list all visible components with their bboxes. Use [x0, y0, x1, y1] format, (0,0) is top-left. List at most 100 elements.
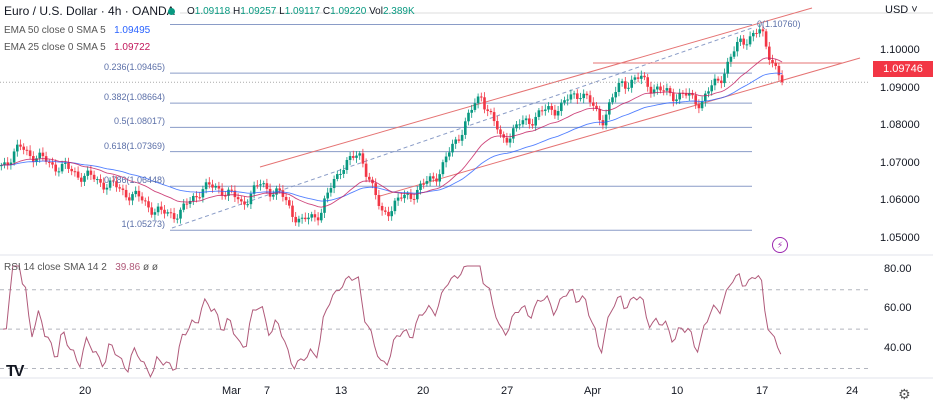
candle-body [137, 190, 141, 197]
candle-body [611, 97, 614, 103]
candle-body [652, 89, 656, 94]
candle-body [313, 214, 317, 218]
candle-body [208, 182, 211, 185]
fib-level-label: 0.382(1.08664) [103, 92, 165, 103]
candle-body [470, 109, 473, 113]
rsi-value: 39.86 [115, 262, 141, 273]
candle-body [656, 86, 659, 90]
candle-body [163, 209, 166, 214]
candle-body [563, 100, 566, 103]
candle-body [419, 183, 422, 190]
candle-body [598, 108, 601, 121]
rsi-tick: 80.00 [884, 263, 912, 275]
candle-body [192, 196, 195, 201]
candle-body [585, 93, 589, 96]
gear-icon[interactable]: ⚙ [898, 386, 911, 402]
candle-body [534, 116, 537, 126]
candle-body [336, 174, 339, 180]
candle-body [393, 200, 397, 212]
candle-body [240, 199, 243, 202]
candle-body [467, 112, 470, 122]
candle-body [92, 174, 96, 180]
rsi-line [3, 265, 782, 378]
candle-body [704, 93, 707, 102]
candle-body [726, 61, 729, 74]
ema50-legend[interactable]: EMA 50 close 0 SMA 5 1.09495 [4, 25, 151, 36]
candle-body [278, 188, 281, 191]
currency-selector[interactable]: USD ˅ [885, 4, 918, 16]
candle-body [748, 36, 752, 45]
rsi-tick: 40.00 [884, 341, 912, 354]
tradingview-logo[interactable]: TV [6, 363, 25, 380]
candle-body [272, 194, 275, 197]
candle-body [620, 81, 624, 83]
symbol-title[interactable]: Euro / U.S. Dollar · 4h · OANDA [4, 4, 175, 18]
candle-body [396, 197, 400, 201]
candle-body [131, 194, 134, 201]
price-tick: 1.10000 [880, 44, 920, 56]
candle-body [771, 59, 774, 63]
candle-body [624, 81, 627, 89]
candle-body [201, 189, 205, 198]
rsi-legend[interactable]: RSI 14 close SMA 14 2 39.86 ø ø [4, 262, 158, 273]
candle-body [6, 162, 9, 165]
candle-body [684, 93, 688, 96]
candle-body [169, 212, 173, 214]
time-tick: 17 [756, 385, 769, 397]
candle-body [230, 189, 233, 191]
candle-body [505, 137, 509, 143]
candle-body [380, 205, 384, 211]
candle-body [668, 88, 672, 94]
candle-body [252, 185, 256, 194]
candle-body [528, 118, 531, 125]
candle-body [643, 75, 646, 78]
candle-body [28, 150, 32, 157]
lightning-icon[interactable]: ⚡ [772, 237, 788, 253]
candle-body [492, 112, 496, 122]
candle-body [489, 110, 493, 113]
candle-body [96, 179, 99, 181]
candle-body [678, 92, 681, 100]
candle-body [70, 168, 73, 172]
candle-body [262, 183, 265, 185]
candle-body [732, 51, 736, 57]
candle-body [352, 156, 355, 158]
candle-body [179, 209, 182, 219]
candle-body [323, 198, 326, 213]
candle-body [22, 146, 25, 150]
time-tick: 7 [264, 385, 271, 397]
ema50-value: 1.09495 [114, 25, 151, 36]
candle-body [406, 193, 409, 195]
candle-body [86, 170, 89, 176]
time-tick: Mar [222, 385, 241, 397]
candle-body [73, 171, 77, 173]
candle-body [307, 217, 310, 220]
candle-body [572, 93, 576, 95]
candle-body [227, 189, 230, 196]
candle-body [348, 156, 352, 160]
ema25-legend[interactable]: EMA 25 close 0 SMA 5 1.09722 [4, 42, 151, 53]
candle-body [54, 164, 57, 172]
candle-body [710, 85, 713, 92]
candle-body [707, 91, 710, 94]
candle-body [521, 120, 525, 125]
candle-body [364, 163, 368, 177]
candle-body [342, 170, 345, 174]
candle-body [745, 44, 749, 46]
candle-body [387, 211, 390, 217]
candle-body [60, 163, 64, 172]
candle-body [739, 38, 742, 42]
candle-body [147, 201, 150, 208]
candle-body [355, 155, 358, 158]
candle-body [646, 77, 649, 87]
candle-body [25, 149, 29, 151]
candle-body [384, 210, 387, 212]
candle-body [12, 151, 16, 163]
candle-body [121, 188, 125, 190]
candle-body [764, 31, 768, 47]
candle-body [556, 111, 560, 116]
candle-body [444, 156, 448, 163]
candle-body [579, 98, 582, 100]
candle-body [326, 192, 329, 199]
